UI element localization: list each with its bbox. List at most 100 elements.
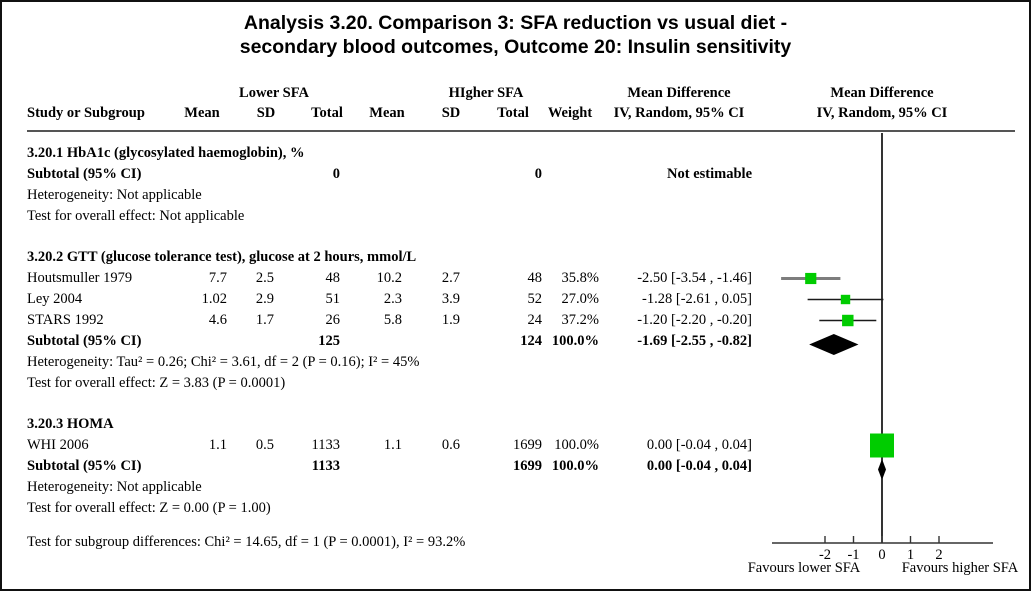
- footnote-line: Heterogeneity: Not applicable: [27, 479, 202, 495]
- study-row-mean1: 1.1: [208, 437, 227, 453]
- col-header-mean-lower: Mean: [184, 105, 220, 121]
- study-row-total1: 1133: [311, 437, 340, 453]
- study-row-mean2: 10.2: [376, 270, 402, 286]
- effect-square: [805, 272, 817, 285]
- subtotal-row-mean2: [340, 456, 402, 477]
- subtotal-row-mean2: [340, 164, 402, 185]
- subtotal-row: Subtotal (95% CI) 0 0 Not estimable: [27, 164, 764, 185]
- x-axis-tick-label: 0: [878, 547, 885, 563]
- study-row: Ley 2004 1.02 2.9 51 2.3 3.9 52 27.0% -1.28 [-2.…: [27, 289, 764, 310]
- col-header-sd-higher: SD: [441, 105, 461, 121]
- subtotal-row-ci: Not estimable: [667, 166, 752, 182]
- subtotal-row-total2: 124: [520, 333, 542, 349]
- footnote-line: Test for overall effect: Not applicable: [27, 208, 245, 224]
- subtotal-row: Subtotal (95% CI) 125 124 100.0% -1.69 [-2.5…: [27, 331, 764, 352]
- study-row-study: WHI 2006: [27, 437, 89, 453]
- subtotal-row-weight: 100.0%: [551, 333, 599, 349]
- study-row-total2: 48: [527, 270, 543, 286]
- col-header-mean-higher: Mean: [369, 105, 405, 121]
- study-row-sd2: 3.9: [441, 291, 460, 307]
- subtotal-row-ci: 0.00 [-0.04 , 0.04]: [646, 458, 752, 474]
- subtotal-row-mean1: [177, 456, 227, 477]
- favours-left-label: Favours lower SFA: [747, 560, 861, 576]
- subtotal-row-weight: [542, 164, 599, 185]
- section-heading: 3.20.2 GTT (glucose tolerance test), glu…: [27, 249, 417, 265]
- study-row-weight: 37.2%: [561, 312, 599, 328]
- subtotal-row-sd1: [227, 331, 274, 352]
- subtotal-row-total2: 1699: [513, 458, 542, 474]
- effect-square: [842, 314, 854, 327]
- study-row: STARS 1992 4.6 1.7 26 5.8 1.9 24 37.2% -1.20 [-2…: [27, 310, 764, 331]
- study-row-weight: 35.8%: [561, 270, 599, 286]
- study-row-mean2: 5.8: [383, 312, 402, 328]
- study-row-sd2: 1.9: [441, 312, 460, 328]
- subtotal-row-sd2: [402, 456, 460, 477]
- title-line1: Analysis 3.20. Comparison 3: SFA reducti…: [243, 12, 788, 34]
- title-line2: secondary blood outcomes, Outcome 20: In…: [239, 36, 792, 58]
- table-body: 3.20.1 HbA1c (glycosylated haemoglobin),…: [2, 143, 764, 553]
- footnote-line: Heterogeneity: Tau² = 0.26; Chi² = 3.61,…: [27, 354, 420, 370]
- study-row-total2: 52: [527, 291, 543, 307]
- col-header-sd-lower: SD: [256, 105, 276, 121]
- study-row-sd1: 1.7: [255, 312, 274, 328]
- col-header-weight: Weight: [547, 105, 593, 121]
- subtotal-row-total1: 1133: [311, 458, 340, 474]
- study-row-total2: 24: [527, 312, 543, 328]
- subtotal-row-sd1: [227, 164, 274, 185]
- study-row-mean1: 7.7: [208, 270, 227, 286]
- subtotal-row-total1: 125: [318, 333, 340, 349]
- section-heading: 3.20.1 HbA1c (glycosylated haemoglobin),…: [27, 145, 305, 161]
- analysis-title: Analysis 3.20. Comparison 3: SFA reducti…: [2, 11, 1029, 59]
- study-row-mean2: 1.1: [383, 437, 402, 453]
- study-row-sd1: 2.9: [255, 291, 274, 307]
- study-row-mean1: 4.6: [208, 312, 227, 328]
- study-row-ci: -2.50 [-3.54 , -1.46]: [637, 270, 752, 286]
- study-row-ci: -1.28 [-2.61 , 0.05]: [642, 291, 752, 307]
- header-mean-difference-stats: Mean Difference: [627, 85, 731, 101]
- study-row-ci: -1.20 [-2.20 , -0.20]: [637, 312, 752, 328]
- subtotal-row-mean1: [177, 164, 227, 185]
- col-header-study: Study or Subgroup: [27, 105, 145, 121]
- effect-square: [870, 433, 894, 458]
- study-row: Houtsmuller 1979 7.7 2.5 48 10.2 2.7 48 35.8% -2…: [27, 268, 764, 289]
- study-row-sd1: 2.5: [255, 270, 274, 286]
- subtotal-row-study: Subtotal (95% CI): [27, 166, 142, 182]
- group-header-lower-sfa: Lower SFA: [239, 85, 309, 101]
- favours-right-label: Favours higher SFA: [901, 560, 1019, 576]
- subtotal-row-sd1: [227, 456, 274, 477]
- subtotal-row-study: Subtotal (95% CI): [27, 458, 142, 474]
- col-header-ci-plot: IV, Random, 95% CI: [816, 105, 948, 121]
- col-header-ci-stats: IV, Random, 95% CI: [613, 105, 745, 121]
- study-row-sd2: 0.6: [441, 437, 460, 453]
- study-row-mean1: 1.02: [201, 291, 227, 307]
- col-header-total-higher: Total: [497, 105, 529, 121]
- subtotal-row-total2: 0: [534, 166, 542, 182]
- study-row-study: Houtsmuller 1979: [27, 270, 133, 286]
- pooled-diamond: [878, 459, 886, 480]
- subtotal-row-weight: 100.0%: [551, 458, 599, 474]
- study-row-ci: 0.00 [-0.04 , 0.04]: [646, 437, 752, 453]
- study-row-weight: 27.0%: [561, 291, 599, 307]
- subtotal-row-mean2: [340, 331, 402, 352]
- pooled-diamond: [809, 334, 859, 355]
- effect-square: [840, 294, 851, 305]
- subtotal-row-study: Subtotal (95% CI): [27, 333, 142, 349]
- study-row-mean2: 2.3: [383, 291, 402, 307]
- study-row-weight: 100.0%: [554, 437, 599, 453]
- header-rule: [27, 130, 1015, 132]
- study-row-total2: 1699: [513, 437, 542, 453]
- subtotal-row-sd2: [402, 164, 460, 185]
- subtotal-row: Subtotal (95% CI) 1133 1699 100.0% 0.00 [-0.…: [27, 456, 764, 477]
- study-row-study: STARS 1992: [27, 312, 104, 328]
- study-row-study: Ley 2004: [27, 291, 83, 307]
- study-row: WHI 2006 1.1 0.5 1133 1.1 0.6 1699 100.0% 0.00 […: [27, 435, 764, 456]
- study-row-sd1: 0.5: [255, 437, 274, 453]
- footnote-line: Test for overall effect: Z = 0.00 (P = 1…: [27, 500, 271, 516]
- subtotal-row-sd2: [402, 331, 460, 352]
- subtotal-row-mean1: [177, 331, 227, 352]
- study-row-total1: 48: [325, 270, 341, 286]
- subtotal-row-total1: 0: [332, 166, 340, 182]
- col-header-total-lower: Total: [311, 105, 343, 121]
- study-row-total1: 26: [325, 312, 341, 328]
